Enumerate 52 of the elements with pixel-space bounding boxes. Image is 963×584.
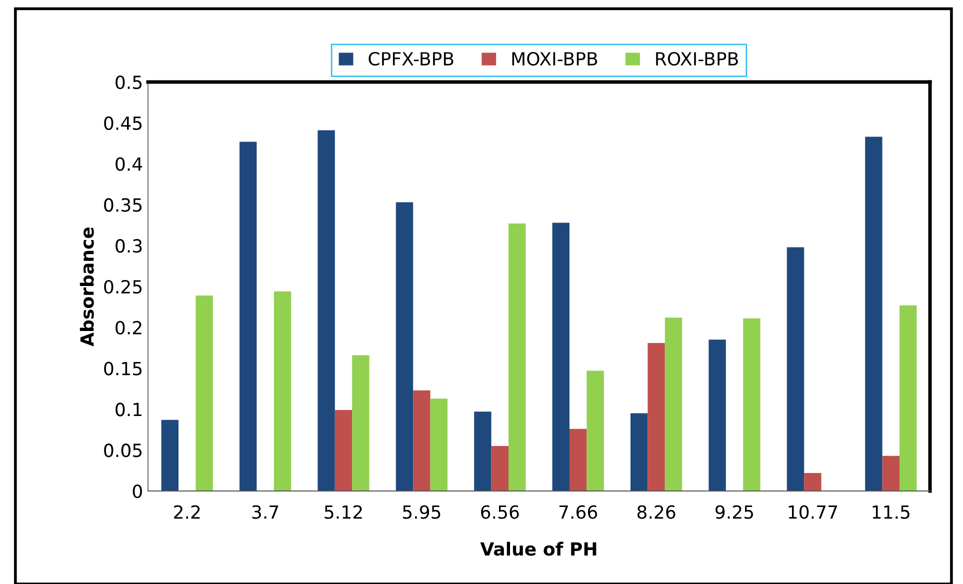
- x-tick-label: 9.25: [716, 505, 754, 519]
- bar: [334, 410, 352, 491]
- y-tick-label: 0: [132, 484, 142, 498]
- y-tick-label: 0.2: [116, 320, 142, 335]
- bar: [648, 342, 665, 491]
- bar: [161, 420, 178, 491]
- legend-label: ROXI-BPB: [656, 52, 738, 66]
- x-tick-label: 8.26: [637, 505, 676, 519]
- y-tick-label: 0.15: [104, 362, 142, 376]
- bar: [882, 456, 900, 491]
- bar: [865, 136, 882, 491]
- bar: [900, 305, 917, 491]
- bar: [664, 318, 682, 491]
- bar: [552, 222, 570, 491]
- x-tick-label: 10.77: [788, 505, 837, 519]
- legend-label: CPFX-BPB: [368, 52, 454, 66]
- bar: [430, 398, 448, 491]
- y-tick-label: 0.05: [104, 444, 142, 458]
- bar: [474, 412, 492, 491]
- x-tick-label: 2.2: [174, 505, 200, 519]
- y-tick-label: 0.5: [116, 75, 142, 90]
- bar: [570, 428, 587, 491]
- bar: [413, 390, 430, 491]
- x-tick-label: 3.7: [252, 505, 278, 519]
- bar: [630, 413, 648, 491]
- bar: [708, 340, 726, 491]
- x-tick-label: 6.56: [481, 505, 519, 519]
- bar: [804, 473, 822, 491]
- bar: [239, 142, 257, 491]
- y-tick-label: 0.45: [104, 116, 142, 130]
- bar: [586, 370, 604, 491]
- bar: [743, 318, 760, 491]
- y-tick-label: 0.1: [116, 402, 142, 416]
- y-tick-label: 0.25: [104, 280, 142, 294]
- bar: [352, 355, 370, 491]
- bar: [274, 291, 292, 491]
- bar: [196, 296, 213, 491]
- bar: [786, 247, 804, 491]
- y-tick-label: 0.3: [116, 239, 142, 253]
- x-tick-label: 7.66: [559, 505, 598, 519]
- x-axis-title: Value of PH: [480, 542, 596, 556]
- legend-label: MOXI-BPB: [512, 52, 598, 66]
- bar: [318, 130, 335, 491]
- x-tick-label: 5.95: [402, 505, 440, 519]
- y-tick-label: 0.4: [116, 157, 142, 171]
- y-axis-title: Absorbance: [80, 227, 94, 346]
- x-tick-label: 11.5: [872, 505, 910, 519]
- bar: [396, 202, 414, 491]
- y-tick-label: 0.35: [104, 198, 142, 212]
- x-tick-label: 5.12: [324, 505, 362, 519]
- bar: [508, 224, 526, 491]
- bar: [491, 446, 508, 491]
